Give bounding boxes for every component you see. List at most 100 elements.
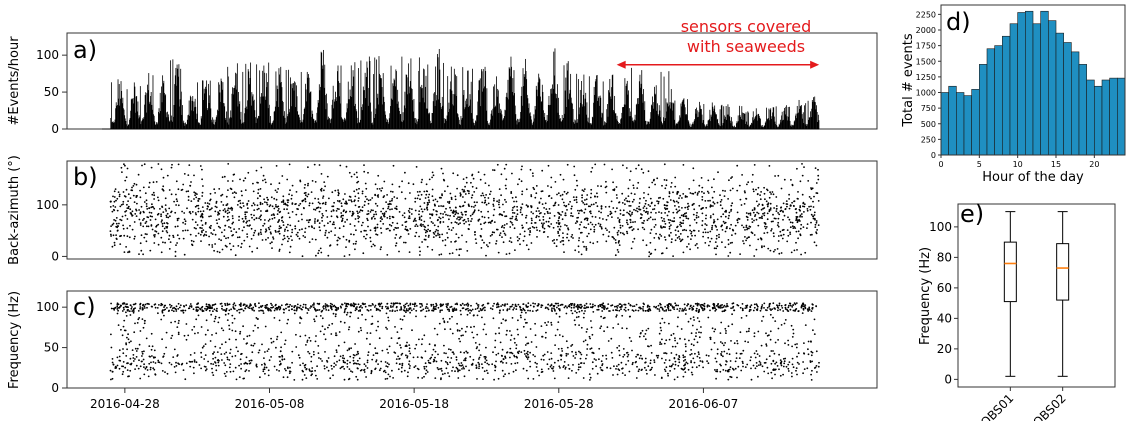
event-bar xyxy=(775,106,777,129)
azimuth-point xyxy=(563,190,566,193)
azimuth-point xyxy=(164,241,167,244)
event-bar xyxy=(235,89,237,129)
event-bar xyxy=(655,85,657,129)
azimuth-point xyxy=(643,228,646,231)
azimuth-point xyxy=(189,211,191,213)
azimuth-point xyxy=(145,203,148,205)
event-bar xyxy=(803,123,805,129)
event-bar xyxy=(350,96,352,129)
event-bar xyxy=(454,94,456,129)
azimuth-point xyxy=(679,216,681,219)
azimuth-point xyxy=(122,200,125,203)
azimuth-point xyxy=(785,200,788,203)
azimuth-point xyxy=(176,242,179,244)
azimuth-point xyxy=(421,241,423,243)
event-bar xyxy=(652,102,654,129)
frequency-point xyxy=(311,367,314,369)
frequency-point xyxy=(348,368,351,370)
frequency-point xyxy=(400,307,403,310)
frequency-point xyxy=(282,376,285,379)
azimuth-point xyxy=(244,211,247,214)
frequency-point xyxy=(151,355,153,357)
azimuth-point xyxy=(527,228,530,230)
azimuth-point xyxy=(572,237,574,239)
azimuth-point xyxy=(260,233,263,236)
event-bar xyxy=(185,122,186,129)
event-bar xyxy=(640,83,642,129)
azimuth-point xyxy=(369,240,372,243)
azimuth-point xyxy=(689,229,691,232)
azimuth-point xyxy=(682,193,685,195)
event-bar xyxy=(666,111,667,129)
frequency-point xyxy=(327,305,329,308)
event-bar xyxy=(399,110,400,129)
azimuth-point xyxy=(113,190,116,193)
event-bar xyxy=(543,110,544,129)
frequency-point xyxy=(456,367,459,370)
azimuth-point xyxy=(175,244,177,247)
azimuth-point xyxy=(371,197,374,199)
azimuth-point xyxy=(452,172,455,175)
frequency-point xyxy=(639,354,642,357)
frequency-point xyxy=(757,330,760,333)
event-bar xyxy=(619,123,621,129)
azimuth-point xyxy=(804,251,807,254)
azimuth-point xyxy=(160,168,163,171)
event-bar xyxy=(767,118,769,129)
event-bar xyxy=(188,114,189,129)
azimuth-point xyxy=(307,182,309,185)
frequency-point xyxy=(789,302,792,305)
frequency-point xyxy=(200,367,203,370)
event-bar xyxy=(217,109,218,129)
azimuth-point xyxy=(809,234,812,236)
azimuth-point xyxy=(631,229,634,232)
azimuth-point xyxy=(278,225,281,228)
event-bar xyxy=(592,117,594,129)
azimuth-point xyxy=(338,237,341,240)
azimuth-point xyxy=(262,179,264,182)
frequency-point xyxy=(434,350,437,353)
azimuth-point xyxy=(767,247,770,250)
event-bar xyxy=(214,119,216,129)
event-bar xyxy=(591,116,593,129)
frequency-point xyxy=(299,322,301,324)
azimuth-point xyxy=(520,180,523,183)
azimuth-point xyxy=(643,205,646,208)
azimuth-point xyxy=(652,179,655,182)
azimuth-point xyxy=(751,181,753,183)
frequency-point xyxy=(308,369,311,372)
frequency-point xyxy=(479,354,482,356)
azimuth-point xyxy=(727,217,730,220)
event-bar xyxy=(769,109,771,129)
azimuth-point xyxy=(612,236,614,239)
event-bar xyxy=(197,82,198,129)
event-bar xyxy=(352,86,353,129)
azimuth-point xyxy=(745,226,748,229)
azimuth-point xyxy=(286,229,289,232)
azimuth-point xyxy=(720,215,723,218)
frequency-point xyxy=(273,365,276,368)
azimuth-point xyxy=(780,206,783,209)
event-bar xyxy=(150,96,151,129)
event-bar xyxy=(721,104,723,129)
azimuth-point xyxy=(650,252,653,255)
event-bar xyxy=(311,110,313,129)
azimuth-point xyxy=(441,233,444,236)
azimuth-point xyxy=(431,248,434,251)
azimuth-point xyxy=(731,202,734,205)
azimuth-point xyxy=(663,204,666,206)
event-bar xyxy=(741,106,743,129)
event-bar xyxy=(202,80,203,129)
frequency-point xyxy=(363,371,366,373)
azimuth-point xyxy=(597,222,600,225)
event-bar xyxy=(701,114,703,129)
azimuth-point xyxy=(139,242,142,245)
azimuth-point xyxy=(300,213,303,216)
azimuth-point xyxy=(363,164,365,167)
azimuth-point xyxy=(473,191,476,193)
azimuth-point xyxy=(678,206,680,208)
azimuth-point xyxy=(385,201,387,204)
azimuth-point xyxy=(307,193,310,196)
azimuth-point xyxy=(792,227,795,230)
event-bar xyxy=(344,117,346,129)
